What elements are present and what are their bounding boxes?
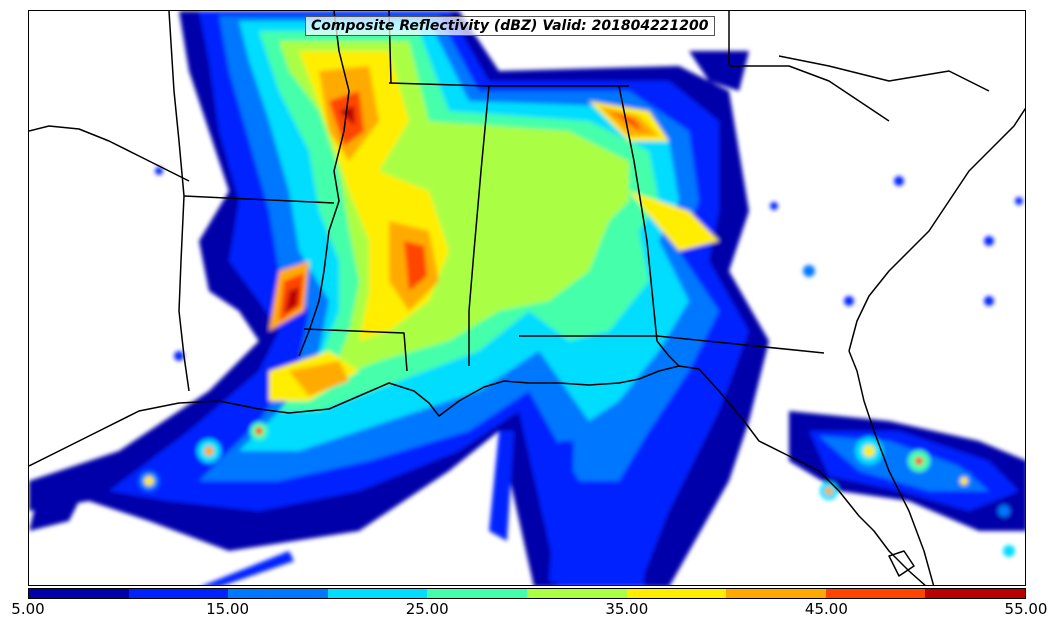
colorbar-segment — [925, 589, 1025, 598]
colorbar-tick-label: 15.00 — [206, 600, 250, 618]
reflectivity-layer — [29, 11, 1025, 585]
map-title: Composite Reflectivity (dBZ) Valid: 2018… — [305, 16, 715, 36]
colorbar-tick-label: 5.00 — [11, 600, 45, 618]
colorbar-tick-label: 45.00 — [804, 600, 848, 618]
colorbar-tick-label: 25.00 — [405, 600, 449, 618]
colorbar-segment — [128, 589, 229, 598]
map-canvas — [29, 11, 1025, 585]
colorbar — [28, 588, 1026, 599]
colorbar-segment — [427, 589, 527, 598]
colorbar-segment — [228, 589, 328, 598]
reflectivity-map — [28, 10, 1026, 586]
colorbar-segment — [29, 589, 129, 598]
colorbar-tick-label: 55.00 — [1004, 600, 1048, 618]
colorbar-segment — [626, 589, 727, 598]
colorbar-segment — [327, 589, 428, 598]
colorbar-segment — [825, 589, 926, 598]
colorbar-segment — [526, 589, 627, 598]
colorbar-tick-label: 35.00 — [605, 600, 649, 618]
boundaries-layer — [29, 11, 1025, 585]
colorbar-segment — [726, 589, 826, 598]
